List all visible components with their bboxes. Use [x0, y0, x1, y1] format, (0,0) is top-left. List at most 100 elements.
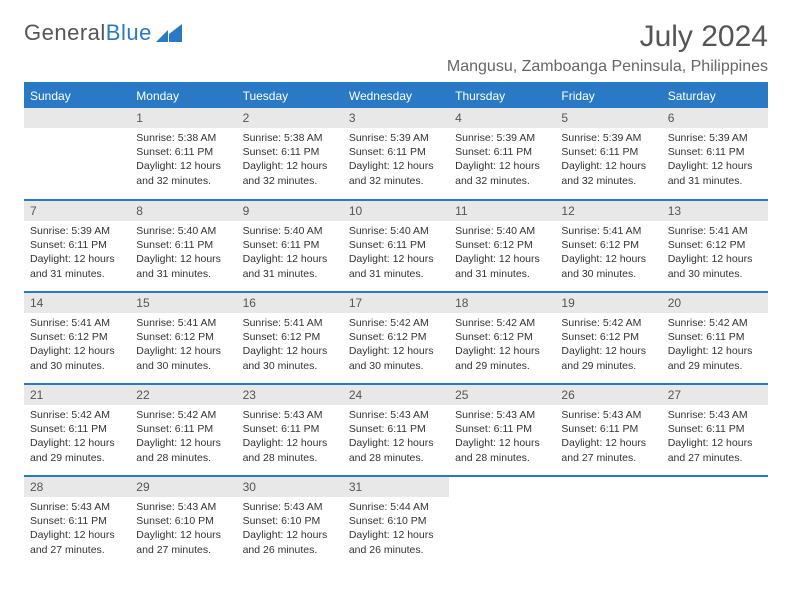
day-cell [555, 476, 661, 568]
daylight-text-1: Daylight: 12 hours [30, 528, 124, 542]
day-number: 1 [130, 108, 236, 128]
day-cell: 25Sunrise: 5:43 AMSunset: 6:11 PMDayligh… [449, 384, 555, 476]
daylight-text-2: and 30 minutes. [30, 359, 124, 373]
day-cell: 19Sunrise: 5:42 AMSunset: 6:12 PMDayligh… [555, 292, 661, 384]
day-cell: 31Sunrise: 5:44 AMSunset: 6:10 PMDayligh… [343, 476, 449, 568]
daylight-text-1: Daylight: 12 hours [561, 436, 655, 450]
day-cell: 2Sunrise: 5:38 AMSunset: 6:11 PMDaylight… [237, 108, 343, 200]
sunrise-text: Sunrise: 5:41 AM [668, 224, 762, 238]
day-cell [449, 476, 555, 568]
weekday-header: Monday [130, 84, 236, 108]
day-details: Sunrise: 5:40 AMSunset: 6:11 PMDaylight:… [237, 221, 343, 287]
day-number: 22 [130, 385, 236, 405]
day-number: 17 [343, 293, 449, 313]
sunset-text: Sunset: 6:12 PM [455, 330, 549, 344]
daylight-text-2: and 32 minutes. [561, 174, 655, 188]
day-number: 20 [662, 293, 768, 313]
day-cell: 10Sunrise: 5:40 AMSunset: 6:11 PMDayligh… [343, 200, 449, 292]
day-number: 2 [237, 108, 343, 128]
sunset-text: Sunset: 6:11 PM [455, 422, 549, 436]
day-cell: 16Sunrise: 5:41 AMSunset: 6:12 PMDayligh… [237, 292, 343, 384]
sunset-text: Sunset: 6:12 PM [30, 330, 124, 344]
daylight-text-1: Daylight: 12 hours [136, 436, 230, 450]
day-number: 28 [24, 477, 130, 497]
sunset-text: Sunset: 6:10 PM [349, 514, 443, 528]
day-number: 15 [130, 293, 236, 313]
daylight-text-2: and 31 minutes. [349, 267, 443, 281]
day-number: 18 [449, 293, 555, 313]
day-details: Sunrise: 5:41 AMSunset: 6:12 PMDaylight:… [130, 313, 236, 379]
sunrise-text: Sunrise: 5:43 AM [561, 408, 655, 422]
daylight-text-1: Daylight: 12 hours [30, 344, 124, 358]
day-number: 25 [449, 385, 555, 405]
sunrise-text: Sunrise: 5:39 AM [30, 224, 124, 238]
sunset-text: Sunset: 6:11 PM [136, 422, 230, 436]
daylight-text-2: and 30 minutes. [668, 267, 762, 281]
day-cell: 21Sunrise: 5:42 AMSunset: 6:11 PMDayligh… [24, 384, 130, 476]
day-cell: 28Sunrise: 5:43 AMSunset: 6:11 PMDayligh… [24, 476, 130, 568]
day-cell: 30Sunrise: 5:43 AMSunset: 6:10 PMDayligh… [237, 476, 343, 568]
sunrise-text: Sunrise: 5:41 AM [561, 224, 655, 238]
daylight-text-1: Daylight: 12 hours [349, 159, 443, 173]
weekday-header: Tuesday [237, 84, 343, 108]
day-details: Sunrise: 5:40 AMSunset: 6:11 PMDaylight:… [130, 221, 236, 287]
sunset-text: Sunset: 6:11 PM [30, 238, 124, 252]
day-cell: 14Sunrise: 5:41 AMSunset: 6:12 PMDayligh… [24, 292, 130, 384]
brand-part1: General [24, 20, 106, 46]
day-cell: 18Sunrise: 5:42 AMSunset: 6:12 PMDayligh… [449, 292, 555, 384]
day-number: 14 [24, 293, 130, 313]
sunrise-text: Sunrise: 5:43 AM [349, 408, 443, 422]
daylight-text-2: and 31 minutes. [455, 267, 549, 281]
day-details: Sunrise: 5:43 AMSunset: 6:10 PMDaylight:… [130, 497, 236, 563]
day-number: 3 [343, 108, 449, 128]
week-row: 14Sunrise: 5:41 AMSunset: 6:12 PMDayligh… [24, 292, 768, 384]
title-block: July 2024 [640, 20, 768, 54]
daylight-text-2: and 30 minutes. [136, 359, 230, 373]
day-number: 12 [555, 201, 661, 221]
day-details: Sunrise: 5:39 AMSunset: 6:11 PMDaylight:… [555, 128, 661, 194]
daylight-text-2: and 32 minutes. [243, 174, 337, 188]
sunset-text: Sunset: 6:11 PM [243, 145, 337, 159]
sunset-text: Sunset: 6:11 PM [30, 422, 124, 436]
day-details: Sunrise: 5:40 AMSunset: 6:12 PMDaylight:… [449, 221, 555, 287]
sunset-text: Sunset: 6:11 PM [136, 238, 230, 252]
weekday-header: Thursday [449, 84, 555, 108]
sunrise-text: Sunrise: 5:42 AM [668, 316, 762, 330]
daylight-text-2: and 27 minutes. [668, 451, 762, 465]
sunset-text: Sunset: 6:12 PM [561, 330, 655, 344]
sunset-text: Sunset: 6:11 PM [243, 238, 337, 252]
day-cell [24, 108, 130, 200]
day-details: Sunrise: 5:43 AMSunset: 6:10 PMDaylight:… [237, 497, 343, 563]
day-cell: 8Sunrise: 5:40 AMSunset: 6:11 PMDaylight… [130, 200, 236, 292]
weekday-header: Saturday [662, 84, 768, 108]
header: GeneralBlue July 2024 [24, 20, 768, 54]
week-row: 7Sunrise: 5:39 AMSunset: 6:11 PMDaylight… [24, 200, 768, 292]
sunrise-text: Sunrise: 5:42 AM [349, 316, 443, 330]
daylight-text-2: and 28 minutes. [455, 451, 549, 465]
sunset-text: Sunset: 6:12 PM [455, 238, 549, 252]
day-cell: 17Sunrise: 5:42 AMSunset: 6:12 PMDayligh… [343, 292, 449, 384]
day-number: 24 [343, 385, 449, 405]
sunrise-text: Sunrise: 5:39 AM [455, 131, 549, 145]
daylight-text-2: and 28 minutes. [243, 451, 337, 465]
week-row: 28Sunrise: 5:43 AMSunset: 6:11 PMDayligh… [24, 476, 768, 568]
location-line: Mangusu, Zamboanga Peninsula, Philippine… [24, 58, 768, 84]
daylight-text-1: Daylight: 12 hours [668, 159, 762, 173]
sunset-text: Sunset: 6:11 PM [668, 330, 762, 344]
daylight-text-1: Daylight: 12 hours [668, 344, 762, 358]
sunrise-text: Sunrise: 5:41 AM [136, 316, 230, 330]
sunrise-text: Sunrise: 5:44 AM [349, 500, 443, 514]
sunrise-text: Sunrise: 5:43 AM [243, 408, 337, 422]
day-number: 26 [555, 385, 661, 405]
daylight-text-1: Daylight: 12 hours [349, 436, 443, 450]
sunrise-text: Sunrise: 5:40 AM [136, 224, 230, 238]
day-details: Sunrise: 5:43 AMSunset: 6:11 PMDaylight:… [662, 405, 768, 471]
week-row: 1Sunrise: 5:38 AMSunset: 6:11 PMDaylight… [24, 108, 768, 200]
sunrise-text: Sunrise: 5:43 AM [136, 500, 230, 514]
day-details: Sunrise: 5:38 AMSunset: 6:11 PMDaylight:… [130, 128, 236, 194]
day-details: Sunrise: 5:43 AMSunset: 6:11 PMDaylight:… [24, 497, 130, 563]
daylight-text-2: and 28 minutes. [136, 451, 230, 465]
daylight-text-2: and 27 minutes. [561, 451, 655, 465]
daylight-text-1: Daylight: 12 hours [455, 159, 549, 173]
sunrise-text: Sunrise: 5:43 AM [243, 500, 337, 514]
